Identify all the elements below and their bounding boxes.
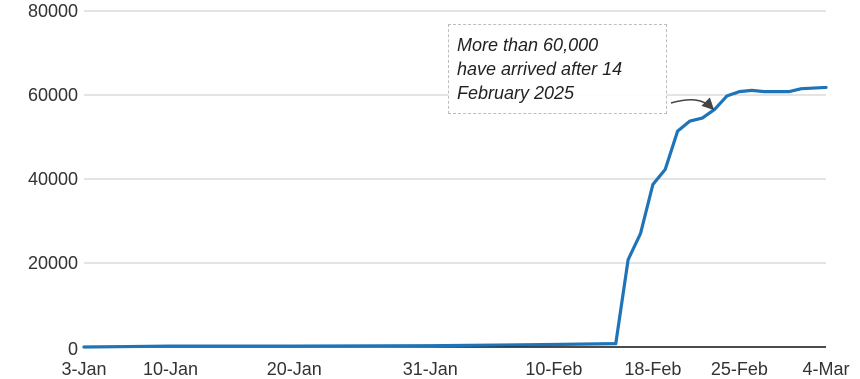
x-tick-label-31-Jan: 31-Jan bbox=[403, 359, 458, 379]
x-tick-label-20-Jan: 20-Jan bbox=[267, 359, 322, 379]
x-tick-label-4-Mar: 4-Mar bbox=[802, 359, 849, 379]
series-line-arrivals bbox=[82, 85, 828, 349]
y-tick-label-60000: 60000 bbox=[28, 85, 78, 105]
y-tick-label-40000: 40000 bbox=[28, 169, 78, 189]
y-tick-label-0: 0 bbox=[68, 339, 78, 359]
chart-annotation: More than 60,000 have arrived after 14 F… bbox=[448, 24, 667, 114]
x-tick-label-25-Feb: 25-Feb bbox=[711, 359, 768, 379]
annotation-arrow bbox=[670, 97, 715, 111]
x-tick-label-10-Feb: 10-Feb bbox=[525, 359, 582, 379]
x-tick-label-18-Feb: 18-Feb bbox=[624, 359, 681, 379]
y-tick-label-20000: 20000 bbox=[28, 253, 78, 273]
x-tick-label-10-Jan: 10-Jan bbox=[143, 359, 198, 379]
x-tick-label-3-Jan: 3-Jan bbox=[61, 359, 106, 379]
y-tick-label-80000: 80000 bbox=[28, 1, 78, 21]
